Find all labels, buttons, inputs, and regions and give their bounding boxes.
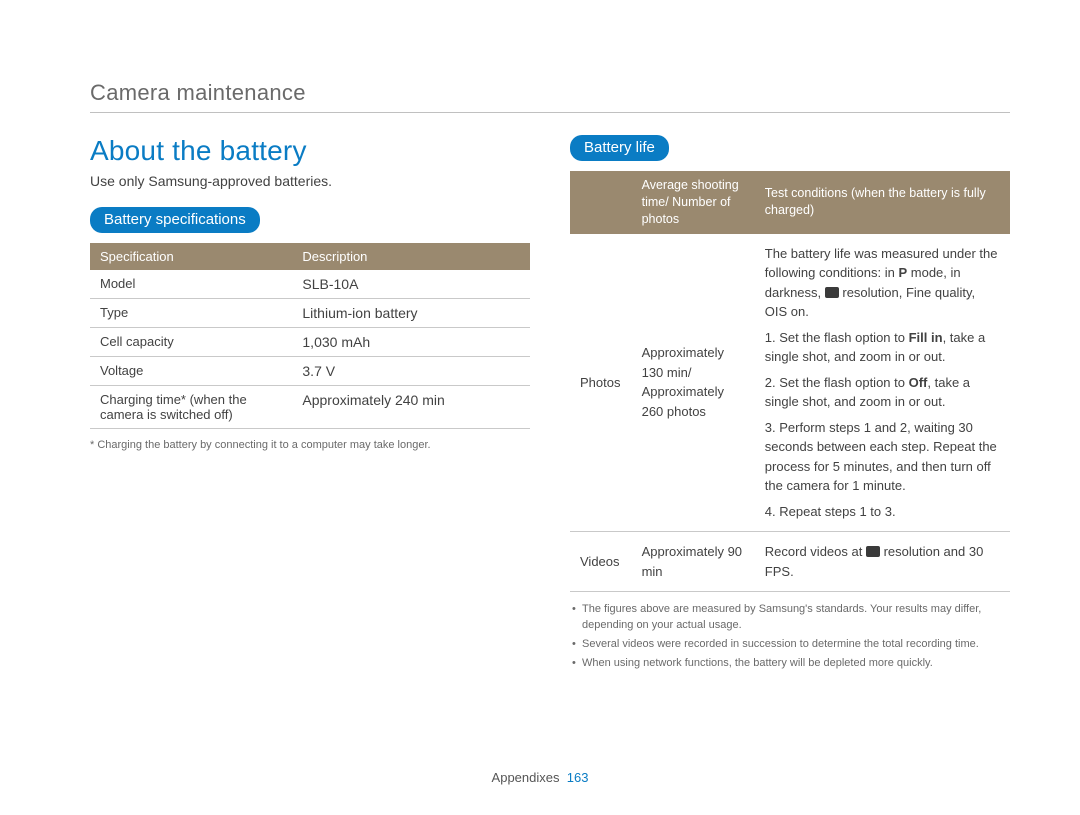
note-item: Several videos were recorded in successi… — [570, 637, 1010, 652]
cond-bold: Fill in — [909, 330, 943, 345]
cond-text: 3. Perform steps 1 and 2, waiting 30 sec… — [765, 418, 1000, 496]
table-row: Photos Approximately 130 min/ Approximat… — [570, 234, 1010, 532]
table-row: Charging time* (when the camera is switc… — [90, 386, 530, 429]
note-item: When using network functions, the batter… — [570, 656, 1010, 671]
footer-page-number: 163 — [567, 770, 589, 785]
resolution-icon — [825, 287, 839, 298]
table-row: TypeLithium-ion battery — [90, 299, 530, 328]
spec-cell: Charging time* (when the camera is switc… — [90, 386, 292, 429]
life-th-1: Average shooting time/ Number of photos — [632, 171, 755, 234]
spec-cell: Voltage — [90, 357, 292, 386]
life-row-label: Photos — [570, 234, 632, 532]
pill-battery-life: Battery life — [570, 135, 669, 161]
page-footer: Appendixes 163 — [0, 770, 1080, 785]
battery-spec-table: Specification Description ModelSLB-10A T… — [90, 243, 530, 429]
mode-p-icon: P — [898, 265, 907, 280]
cond-text: 1. Set the flash option to — [765, 330, 909, 345]
life-th-0 — [570, 171, 632, 234]
life-row-label: Videos — [570, 532, 632, 592]
spec-cell: 1,030 mAh — [292, 328, 530, 357]
spec-cell: 3.7 V — [292, 357, 530, 386]
life-row-value: Approximately 130 min/ Approximately 260… — [632, 234, 755, 532]
life-row-conditions: Record videos at resolution and 30 FPS. — [755, 532, 1010, 592]
cond-text: 4. Repeat steps 1 to 3. — [765, 502, 1000, 522]
spec-cell: Type — [90, 299, 292, 328]
cond-bold: Off — [909, 375, 928, 390]
spec-cell: SLB-10A — [292, 270, 530, 299]
right-column: Battery life Average shooting time/ Numb… — [570, 135, 1010, 676]
spec-cell: Cell capacity — [90, 328, 292, 357]
note-item: The figures above are measured by Samsun… — [570, 602, 1010, 633]
about-subtext: Use only Samsung-approved batteries. — [90, 173, 530, 189]
spec-footnote: * Charging the battery by connecting it … — [90, 439, 530, 451]
table-row: ModelSLB-10A — [90, 270, 530, 299]
life-row-conditions: The battery life was measured under the … — [755, 234, 1010, 532]
page-header-title: Camera maintenance — [90, 80, 1010, 113]
battery-life-notes: The figures above are measured by Samsun… — [570, 602, 1010, 672]
spec-cell: Model — [90, 270, 292, 299]
pill-battery-specs: Battery specifications — [90, 207, 260, 233]
fullhd-icon — [866, 546, 880, 557]
spec-th-2: Description — [292, 243, 530, 270]
footer-section: Appendixes — [492, 770, 560, 785]
table-row: Videos Approximately 90 min Record video… — [570, 532, 1010, 592]
spec-th-1: Specification — [90, 243, 292, 270]
spec-cell: Approximately 240 min — [292, 386, 530, 429]
table-row: Cell capacity1,030 mAh — [90, 328, 530, 357]
cond-text: 2. Set the flash option to — [765, 375, 909, 390]
battery-life-table: Average shooting time/ Number of photos … — [570, 171, 1010, 592]
section-heading-about: About the battery — [90, 135, 530, 167]
spec-cell: Lithium-ion battery — [292, 299, 530, 328]
cond-text: The battery life was measured under the … — [765, 246, 998, 281]
left-column: About the battery Use only Samsung-appro… — [90, 135, 530, 676]
table-row: Voltage3.7 V — [90, 357, 530, 386]
cond-text: Record videos at — [765, 544, 866, 559]
life-row-value: Approximately 90 min — [632, 532, 755, 592]
life-th-2: Test conditions (when the battery is ful… — [755, 171, 1010, 234]
